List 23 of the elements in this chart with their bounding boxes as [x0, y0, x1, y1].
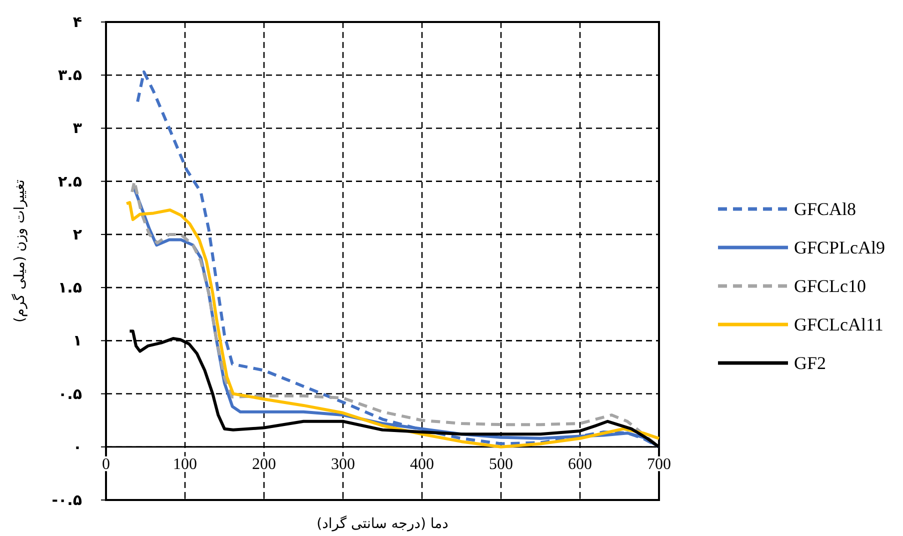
y-tick-label: ۲ [72, 225, 82, 244]
x-axis-title: دما (درجه سانتی گراد) [316, 515, 448, 532]
legend-label: GFCAl8 [794, 199, 856, 219]
y-tick-label: ۱ [72, 332, 82, 350]
legend-label: GF2 [794, 353, 826, 373]
legend-label: GFCLcAl11 [794, 314, 884, 334]
x-tick-label: 600 [568, 456, 592, 473]
y-tick-label: ۱.۵ [58, 278, 82, 297]
x-tick-label: 200 [252, 456, 276, 473]
y-tick-label: -۰.۵ [52, 491, 82, 509]
x-tick-label: 300 [331, 456, 355, 473]
y-tick-label: ۰ [72, 438, 82, 456]
legend-label: GFCLc10 [794, 276, 866, 296]
x-tick-label: 400 [410, 456, 434, 473]
y-tick-label: ۲.۵ [58, 172, 82, 190]
y-tick-label: ۳.۵ [58, 66, 82, 84]
y-axis-title: تغییرات وزن (میلی گرم) [11, 179, 28, 323]
x-tick-label: 500 [489, 456, 513, 473]
legend-label: GFCPLcAl9 [794, 238, 886, 258]
y-tick-label: ۳ [72, 119, 82, 138]
x-tick-label: 100 [173, 456, 197, 473]
y-tick-label: ۴ [72, 13, 82, 31]
y-tick-label: ۰.۵ [58, 384, 82, 403]
